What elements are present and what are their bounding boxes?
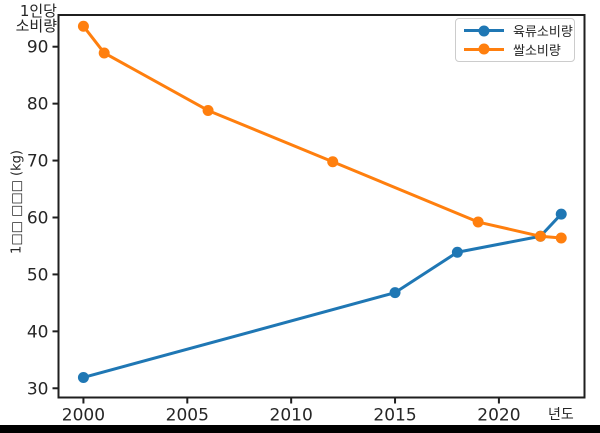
y-tick-label: 50 — [27, 265, 49, 285]
y-axis-title: 1인당 소비량 — [0, 4, 57, 34]
data-series — [77, 20, 567, 383]
data-point — [98, 47, 110, 59]
x-tick-label: 2020 — [477, 406, 520, 426]
y-axis-title-line2: 소비량 — [15, 17, 57, 35]
series-line — [81, 212, 563, 379]
legend-label: 쌀소비량 — [513, 43, 561, 59]
legend-dot-icon — [478, 43, 490, 55]
data-point — [327, 156, 339, 168]
data-point — [202, 104, 214, 116]
data-point — [389, 287, 401, 299]
legend-label: 육류소비량 — [513, 25, 573, 41]
y-tick-label: 70 — [27, 152, 49, 172]
data-point — [534, 230, 546, 242]
x-tick-label: 2010 — [270, 406, 313, 426]
data-point — [555, 208, 567, 220]
y-tick-label: 30 — [27, 379, 49, 399]
data-point — [555, 232, 567, 244]
x-tick-label: 2005 — [166, 406, 209, 426]
y-axis-title-line1: 1인당 — [19, 2, 57, 20]
x-tick-label: 2015 — [373, 406, 416, 426]
legend-item: 육류소비량 — [464, 22, 573, 40]
y-tick-label: 40 — [27, 322, 49, 342]
y-tick-label: 80 — [27, 95, 49, 115]
legend-dot-icon — [478, 25, 490, 37]
axes-spines — [57, 14, 586, 399]
y-tick-label: 60 — [27, 208, 49, 228]
data-point — [77, 20, 89, 32]
plot-border — [57, 14, 586, 399]
x-tick-label: 2000 — [62, 406, 105, 426]
data-point — [77, 371, 89, 383]
data-point — [451, 246, 463, 258]
axis-ticks: 2000 2005 2010 2015 2020 30 40 50 60 70 80 90 — [27, 38, 521, 426]
legend-line-marker-icon — [464, 43, 504, 55]
bottom-black-bar — [0, 425, 600, 433]
data-point — [472, 216, 484, 228]
legend-item: 쌀소비량 — [464, 40, 568, 59]
y-tick-label: 90 — [27, 38, 49, 58]
legend-line-marker-icon — [464, 25, 504, 37]
x-axis-label: 년도 — [548, 407, 574, 423]
